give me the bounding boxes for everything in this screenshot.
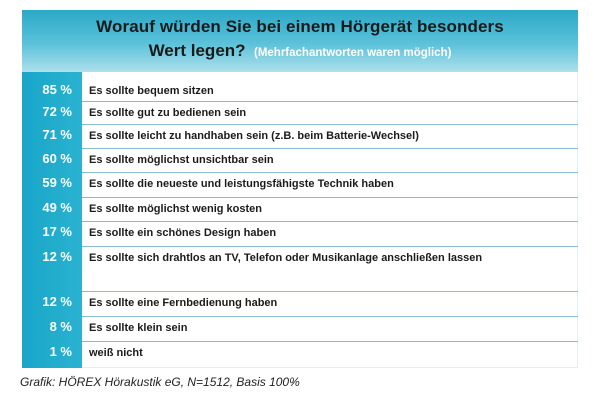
row-label: Es sollte leicht zu handhaben sein (z.B.… <box>89 130 419 142</box>
row-percentage: 59 % <box>42 175 72 190</box>
row-percentage: 17 % <box>42 224 72 239</box>
row-percentage: 12 % <box>42 294 72 309</box>
row-label: weiß nicht <box>89 347 143 359</box>
chart-header: Worauf würden Sie bei einem Hörgerät bes… <box>22 10 578 72</box>
row-separator <box>82 221 578 222</box>
survey-row: 72 % Es sollte gut zu bedienen sein <box>22 102 578 125</box>
row-separator <box>82 316 578 317</box>
chart-title-second-line: Wert legen? <box>148 41 246 60</box>
row-separator <box>82 246 578 247</box>
survey-row: 49 % Es sollte möglichst wenig kosten <box>22 198 578 222</box>
row-separator <box>82 172 578 173</box>
row-label: Es sollte eine Fernbedienung haben <box>89 297 278 309</box>
row-label: Es sollte möglichst unsichtbar sein <box>89 154 274 166</box>
row-percentage: 60 % <box>42 151 72 166</box>
row-separator <box>82 197 578 198</box>
survey-row: 1 % weiß nicht <box>22 342 578 366</box>
survey-row: 60 % Es sollte möglichst unsichtbar sein <box>22 149 578 173</box>
survey-row: 8 % Es sollte klein sein <box>22 317 578 342</box>
percent-column-band <box>22 72 82 368</box>
chart-title-line2: Wert legen? (Mehrfachantworten waren mög… <box>22 41 578 61</box>
row-percentage: 12 % <box>42 249 72 264</box>
row-percentage: 49 % <box>42 200 72 215</box>
survey-row: 59 % Es sollte die neueste und leistungsf… <box>22 173 578 198</box>
row-separator <box>82 291 578 292</box>
row-label: Es sollte bequem sitzen <box>89 85 214 97</box>
chart-title: Worauf würden Sie bei einem Hörgerät bes… <box>96 17 504 36</box>
row-separator <box>82 101 578 102</box>
source-note: Grafik: HÖREX Hörakustik eG, N=1512, Bas… <box>20 375 300 389</box>
survey-row: 85 % Es sollte bequem sitzen <box>22 80 578 102</box>
row-percentage: 71 % <box>42 127 72 142</box>
row-label: Es sollte möglichst wenig kosten <box>89 203 262 215</box>
survey-row: 17 % Es sollte ein schönes Design haben <box>22 222 578 247</box>
row-separator <box>82 341 578 342</box>
survey-row: 12 % Es sollte eine Fernbedienung haben <box>22 292 578 317</box>
survey-row: 71 % Es sollte leicht zu handhaben sein (… <box>22 125 578 149</box>
row-percentage: 72 % <box>42 104 72 119</box>
row-label: Es sollte die neueste und leistungsfähig… <box>89 178 394 190</box>
row-label: Es sollte gut zu bedienen sein <box>89 107 247 119</box>
chart-subtitle: (Mehrfachantworten waren möglich) <box>254 47 452 59</box>
row-percentage: 8 % <box>49 319 72 334</box>
row-percentage: 1 % <box>49 344 72 359</box>
chart-card: Worauf würden Sie bei einem Hörgerät bes… <box>22 10 578 368</box>
row-separator <box>82 148 578 149</box>
row-label: Es sollte klein sein <box>89 322 188 334</box>
row-label: Es sollte ein schönes Design haben <box>89 227 277 239</box>
row-separator <box>82 124 578 125</box>
row-percentage: 85 % <box>42 82 72 97</box>
survey-row: 12 % Es sollte sich drahtlos an TV, Telef… <box>22 247 578 292</box>
row-label: Es sollte sich drahtlos an TV, Telefon o… <box>89 252 483 264</box>
